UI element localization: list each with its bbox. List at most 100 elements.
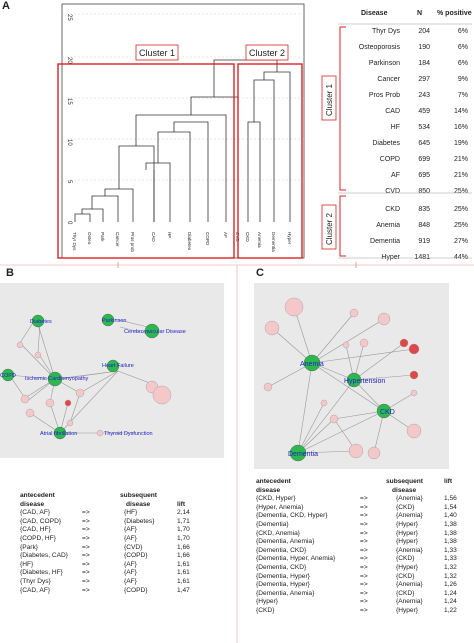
rules-c-row: {CKD, Anemia} => {Hyper} 1,38 (256, 530, 471, 539)
rules-c-header-lift: lift (444, 478, 453, 485)
disease-count: 184 (418, 60, 430, 67)
disease-table-row: Cancer 297 9% (335, 72, 470, 88)
node-rule (320, 399, 328, 407)
disease-count: 699 (418, 156, 430, 163)
rule-arrow: => (360, 581, 368, 589)
disease-count: 190 (418, 44, 430, 51)
rule-antecedent: {Hyper, Anemia} (256, 503, 304, 511)
network-b-nodes (1, 313, 172, 440)
rule-antecedent: {Dementia, Anemia} (256, 538, 315, 546)
rule-antecedent: {Park} (20, 543, 38, 551)
rule-arrow: => (82, 526, 90, 534)
rule-antecedent: {Dementia, Hyper, Anemia} (256, 555, 336, 563)
rule-antecedent: {Dementia, Hyper} (256, 572, 310, 580)
table-cluster2-label: Cluster 2 (325, 212, 334, 245)
disease-table-row: AF 695 21% (335, 168, 470, 184)
disease-table-row: CKD 835 25% (335, 202, 470, 218)
disease-table-row: Osteoporosis 190 6% (335, 40, 470, 56)
disease-table-decor: Cluster 1 Cluster 2 (321, 23, 472, 259)
rule-lift: 1,70 (177, 526, 190, 534)
node-dementia (289, 444, 307, 462)
rule-arrow: => (360, 520, 368, 528)
disease-name: Parkinson (368, 60, 400, 67)
node-rule (64, 399, 72, 407)
leaf-label: Cancer (115, 232, 120, 247)
leaf-label: Diabetes (187, 232, 192, 251)
disease-table-row: COPD 699 21% (335, 152, 470, 168)
network-b-labels: Parkinson Diabetes Cerebrovascular Disea… (0, 318, 186, 437)
rules-c-body: {CKD, Hyper} => {Anemia} 1,56 {Hyper, Anemia… (256, 495, 471, 615)
dendrogram-frame (61, 3, 305, 259)
rule-lift: 1,66 (177, 552, 190, 560)
rule-subsequent: {Diabetes} (124, 517, 155, 525)
disease-count: 243 (418, 92, 430, 99)
leaf-label: Park (100, 232, 105, 242)
rule-subsequent: {Anemia} (396, 495, 423, 503)
disease-count: 534 (418, 124, 430, 131)
rules-b-header-lift: lift (177, 500, 186, 508)
rule-arrow: => (360, 563, 368, 571)
rule-antecedent: {CKD, Anemia} (256, 529, 300, 537)
rules-b-row: {COPD, HF} => {AF} 1,70 (20, 535, 220, 544)
disease-percent: 14% (453, 108, 468, 115)
rule-lift: 1,61 (177, 577, 190, 585)
rule-arrow: => (360, 606, 368, 614)
disease-percent: 25% (453, 188, 468, 195)
rule-arrow: => (360, 572, 368, 580)
rules-c-header-subs2: disease (392, 486, 417, 494)
disease-table-header: Disease N % positive (335, 6, 472, 22)
dendrogram-links (74, 59, 291, 222)
leaf-label: CAD (151, 232, 156, 242)
node-rule (367, 446, 381, 460)
cluster2-label: Cluster 2 (249, 48, 285, 58)
rule-lift: 1,40 (444, 512, 457, 520)
rule-subsequent: {HF} (124, 509, 138, 517)
disease-name: CVD (385, 188, 400, 195)
rule-subsequent: {COPD} (124, 586, 148, 594)
node-rule (66, 419, 74, 427)
disease-name: Anemia (376, 222, 400, 229)
header-pct: % positive (437, 10, 472, 17)
rule-antecedent: {CAD, COPD} (20, 517, 62, 525)
leaf-label: Hyper (287, 232, 292, 245)
rule-arrow: => (360, 538, 368, 546)
label-ihd: Ischemic Cardiomyopathy (25, 376, 89, 382)
rules-c-header-2: disease disease (256, 487, 471, 496)
disease-name: Thyr Dys (372, 28, 400, 35)
node-rule (16, 341, 24, 349)
dendrogram-gridlines (62, 13, 304, 181)
network-c-nodes (263, 297, 422, 462)
disease-count: 1481 (414, 254, 430, 261)
rules-c-row: {CKD, Hyper} => {Anemia} 1,56 (256, 495, 471, 504)
node-rule (284, 297, 304, 317)
y-tick: 15 (66, 98, 72, 105)
cluster2-box (237, 63, 303, 259)
rule-lift: 1,66 (177, 543, 190, 551)
disease-count: 848 (418, 222, 430, 229)
disease-table-row: Dementia 919 27% (335, 234, 470, 250)
disease-name: Pros Prob (368, 92, 400, 99)
rule-arrow: => (82, 534, 90, 542)
disease-name: Diabetes (372, 140, 400, 147)
node-rule (25, 408, 35, 418)
node-anemia (303, 354, 321, 372)
rules-b-row: {CAD, HF} => {AF} 1,70 (20, 526, 220, 535)
rules-c-row: {Dementia, Hyper, Anemia} => {CKD} 1,33 (256, 555, 471, 564)
disease-name: Hyper (381, 254, 400, 261)
rules-b-row: {Park} => {CVD} 1,66 (20, 544, 220, 553)
rule-antecedent: {Dementia, CKD, Hyper} (256, 512, 328, 520)
disease-count: 459 (418, 108, 430, 115)
rule-antecedent: {Dementia, CKD} (256, 546, 307, 554)
node-rule (263, 382, 273, 392)
y-tick: 0 (66, 221, 72, 225)
node-rule (409, 370, 419, 380)
node-diabetes (31, 314, 45, 328)
rule-lift: 1,56 (444, 495, 457, 503)
disease-name: Cancer (377, 76, 400, 83)
label-cvd: Cerebrovascular Disease (124, 329, 186, 335)
rule-arrow: => (360, 555, 368, 563)
rule-arrow: => (82, 517, 90, 525)
network-c-edges (267, 306, 415, 454)
rule-subsequent: {Hyper} (396, 538, 418, 546)
rule-lift: 1,38 (444, 538, 457, 546)
